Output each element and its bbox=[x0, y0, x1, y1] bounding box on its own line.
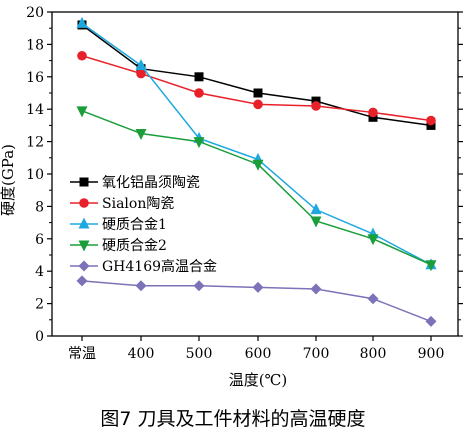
y-tick-label: 6 bbox=[35, 232, 44, 248]
legend-label: GH4169高温合金 bbox=[102, 258, 217, 275]
legend-label: Sialon陶瓷 bbox=[102, 196, 174, 212]
data-point bbox=[310, 203, 322, 215]
data-point bbox=[425, 315, 437, 327]
data-point bbox=[135, 280, 147, 292]
data-point bbox=[310, 216, 322, 228]
legend-label: 氧化铝晶须陶瓷 bbox=[102, 175, 200, 191]
data-point bbox=[194, 72, 204, 82]
data-point bbox=[367, 234, 379, 246]
y-tick-label: 20 bbox=[26, 5, 44, 21]
y-tick-label: 14 bbox=[26, 102, 44, 118]
x-tick-label: 700 bbox=[303, 346, 330, 362]
figure-caption: 图7 刀具及工件材料的高温硬度 bbox=[100, 408, 366, 430]
data-point bbox=[253, 99, 263, 110]
legend-marker bbox=[78, 217, 90, 229]
data-point bbox=[76, 275, 88, 287]
data-point bbox=[425, 260, 437, 272]
data-point bbox=[135, 129, 147, 140]
data-point bbox=[193, 137, 205, 149]
data-point bbox=[76, 106, 88, 118]
data-point bbox=[311, 101, 321, 111]
legend-marker bbox=[78, 260, 90, 272]
y-tick-label: 4 bbox=[35, 264, 44, 280]
x-tick-label: 常温 bbox=[68, 346, 96, 362]
x-axis-title: 温度(℃) bbox=[229, 371, 287, 389]
data-point bbox=[252, 281, 264, 293]
data-point bbox=[310, 283, 322, 295]
data-point bbox=[135, 58, 147, 70]
x-tick-label: 800 bbox=[360, 346, 387, 362]
series-2 bbox=[77, 50, 436, 126]
hardness-chart: 0 2 4 6 8 10 12 14 16 18 20 常温 400 500 600 700 800 900 氧化… bbox=[0, 5, 463, 389]
legend-entry: GH4169高温合金 bbox=[70, 258, 217, 275]
series-line bbox=[81, 24, 432, 127]
data-point bbox=[368, 112, 378, 122]
y-tick-label: 18 bbox=[26, 37, 44, 53]
y-tick-label: 10 bbox=[26, 167, 44, 183]
data-point bbox=[136, 68, 146, 79]
legend-entry: 硬质合金2 bbox=[70, 238, 167, 254]
legend-entry: Sialon陶瓷 bbox=[70, 196, 174, 212]
data-point bbox=[193, 280, 205, 292]
axes: 0 2 4 6 8 10 12 14 16 18 20 常温 400 500 600 700 800 900 bbox=[26, 5, 463, 362]
y-axis-title: 硬度(GPa) bbox=[0, 144, 17, 216]
y-tick-label: 8 bbox=[35, 199, 44, 215]
y-tick-label: 12 bbox=[26, 135, 44, 151]
legend-label: 硬质合金2 bbox=[102, 238, 167, 254]
data-point bbox=[367, 293, 379, 305]
legend-entry: 氧化铝晶须陶瓷 bbox=[70, 175, 200, 191]
x-tick-label: 600 bbox=[245, 346, 272, 362]
legend-marker bbox=[79, 198, 89, 208]
y-tick-label: 2 bbox=[35, 297, 44, 313]
data-point bbox=[76, 16, 88, 28]
legend-entry: 硬质合金1 bbox=[70, 217, 167, 233]
series-layer bbox=[76, 16, 437, 327]
data-point bbox=[311, 96, 321, 106]
data-point bbox=[194, 88, 204, 98]
legend-label: 硬质合金1 bbox=[102, 217, 167, 233]
data-point bbox=[252, 159, 264, 171]
data-point bbox=[368, 107, 378, 118]
legend-marker bbox=[79, 177, 89, 187]
legend-marker bbox=[78, 240, 90, 252]
series-line bbox=[81, 55, 432, 122]
data-point bbox=[253, 88, 263, 98]
data-point bbox=[77, 50, 87, 61]
x-tick-label: 400 bbox=[128, 346, 155, 362]
y-tick-label: 0 bbox=[35, 329, 44, 345]
x-tick-label: 500 bbox=[186, 346, 213, 362]
x-tick-label: 900 bbox=[418, 346, 445, 362]
series-5 bbox=[76, 275, 437, 327]
data-point bbox=[426, 120, 436, 130]
data-point bbox=[426, 115, 436, 126]
series-4 bbox=[76, 106, 437, 272]
y-tick-label: 16 bbox=[26, 70, 44, 86]
